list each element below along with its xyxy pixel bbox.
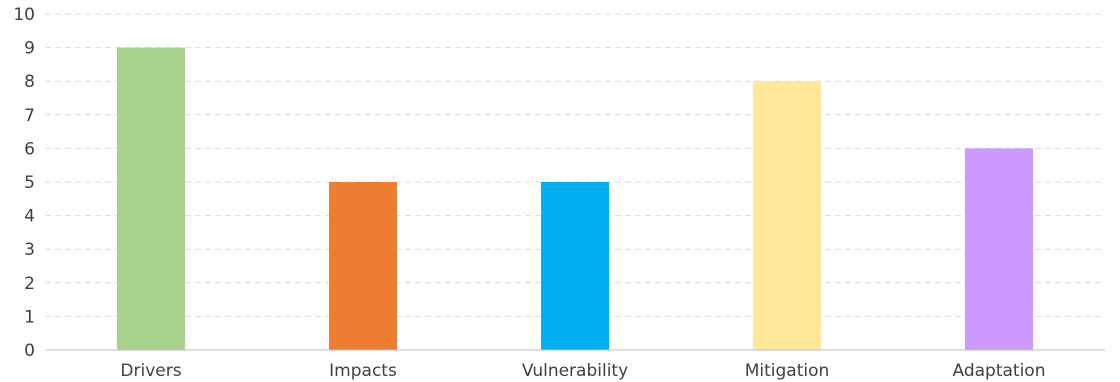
bar-vulnerability [541, 182, 609, 350]
bar-mitigation [753, 81, 821, 350]
y-tick-label: 9 [24, 39, 35, 59]
y-tick-label: 0 [24, 341, 35, 361]
y-tick-label: 5 [24, 173, 35, 193]
y-tick-label: 1 [24, 307, 35, 327]
y-axis-ticks: 0 1 2 3 4 5 6 7 8 9 10 [13, 5, 35, 361]
y-tick-label: 10 [13, 5, 35, 25]
x-tick-label: Adaptation [953, 361, 1046, 381]
y-tick-label: 4 [24, 207, 35, 227]
bar-impacts [329, 182, 397, 350]
x-tick-label: Vulnerability [522, 361, 628, 381]
bars [117, 47, 1033, 350]
y-tick-label: 2 [24, 274, 35, 294]
bar-drivers [117, 47, 185, 350]
bar-adaptation [965, 148, 1033, 350]
x-tick-label: Drivers [120, 361, 181, 381]
y-tick-label: 8 [24, 72, 35, 92]
y-tick-label: 3 [24, 240, 35, 260]
x-axis-ticks: Drivers Impacts Vulnerability Mitigation Ada… [120, 361, 1045, 381]
x-tick-label: Mitigation [745, 361, 830, 381]
x-tick-label: Impacts [329, 361, 397, 381]
y-tick-label: 7 [24, 106, 35, 126]
y-tick-label: 6 [24, 139, 35, 159]
